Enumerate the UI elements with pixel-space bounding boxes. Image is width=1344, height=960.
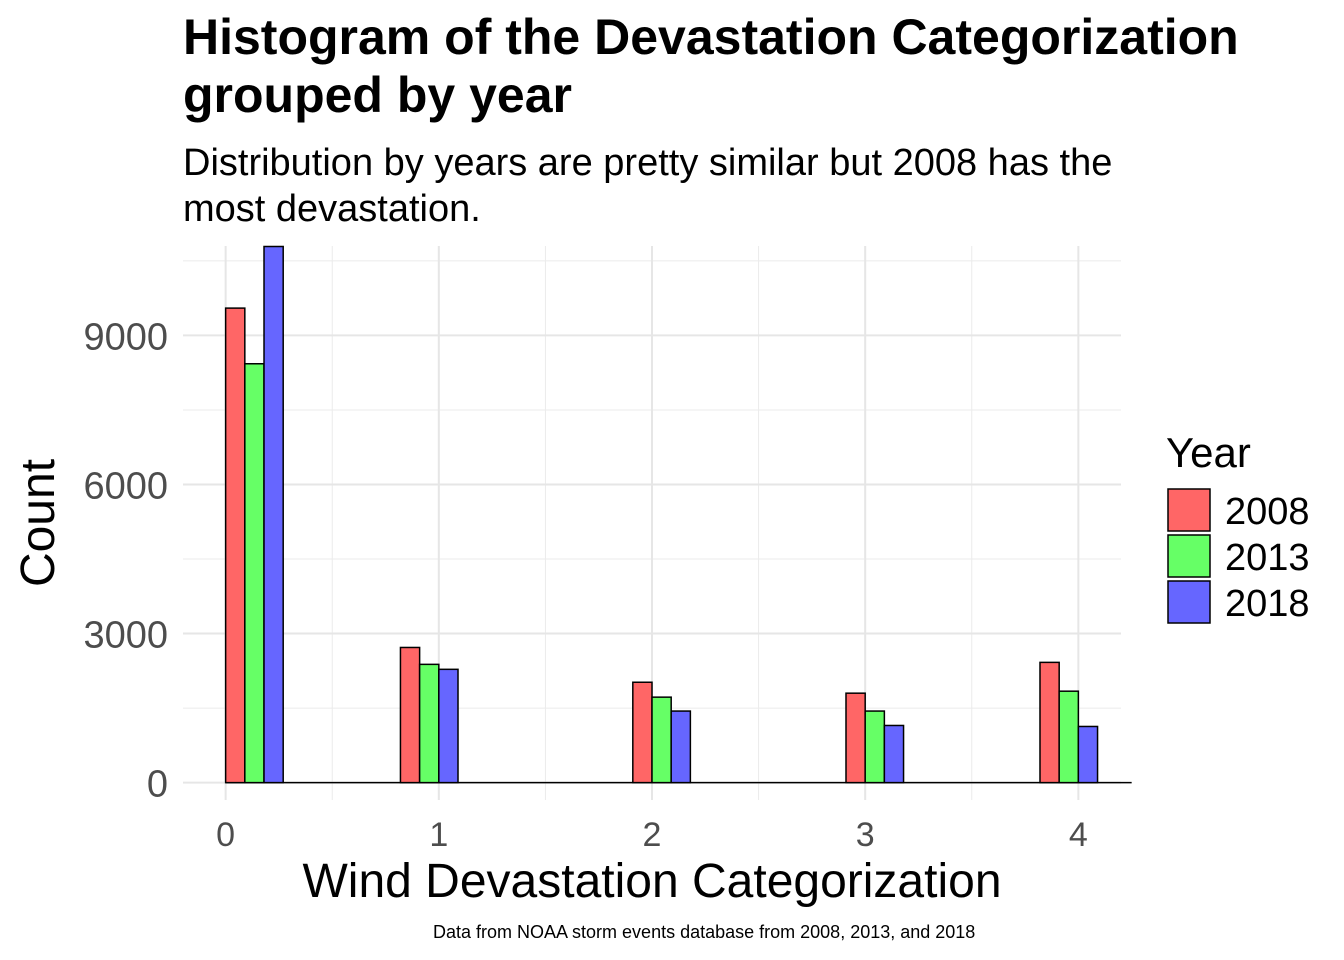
axis-layer: 0 3000 6000 9000 0 1 2 3 4 Wind Devastation Categ… bbox=[12, 316, 1088, 908]
y-tick-label: 9000 bbox=[83, 316, 168, 358]
legend-label-2013: 2013 bbox=[1225, 537, 1310, 579]
bar-2018-cat-2 bbox=[670, 710, 692, 784]
chart-subtitle-line-1: Distribution by years are pretty similar… bbox=[183, 142, 1113, 184]
chart-subtitle-line-2: most devastation. bbox=[183, 188, 481, 230]
chart-subtitle: Distribution by years are pretty similar… bbox=[183, 140, 1112, 232]
bar-2013-cat-4 bbox=[1058, 690, 1080, 784]
legend-swatch-2018 bbox=[1167, 580, 1211, 624]
y-tick-label: 0 bbox=[147, 764, 168, 806]
y-tick-label: 6000 bbox=[83, 465, 168, 507]
bar-2018-cat-1 bbox=[438, 668, 459, 784]
x-tick-label: 4 bbox=[1069, 816, 1088, 854]
x-axis-title: Wind Devastation Categorization bbox=[302, 855, 1001, 908]
bar-layer bbox=[224, 245, 1132, 784]
bar-2008-cat-4 bbox=[1039, 661, 1060, 784]
bar-2008-cat-2 bbox=[632, 681, 653, 784]
legend-swatch-2013 bbox=[1167, 534, 1211, 578]
x-tick-label: 3 bbox=[856, 816, 875, 854]
bar-2018-cat-3 bbox=[883, 724, 905, 784]
bar-2018-cat-4 bbox=[1077, 725, 1099, 784]
bar-2008-cat-0 bbox=[224, 307, 246, 784]
y-tick-label: 3000 bbox=[83, 615, 168, 657]
legend-title: Year bbox=[1166, 429, 1251, 476]
chart-caption: Data from NOAA storm events database fro… bbox=[433, 922, 976, 942]
x-tick-label: 0 bbox=[216, 816, 235, 854]
bar-2018-cat-0 bbox=[263, 245, 284, 784]
x-tick-label: 1 bbox=[429, 816, 448, 854]
chart-title-line-2: grouped by year bbox=[183, 67, 572, 123]
y-axis-title: Count bbox=[12, 459, 65, 587]
x-tick-label: 2 bbox=[643, 816, 662, 854]
bar-2013-cat-0 bbox=[244, 363, 265, 784]
bar-2013-cat-2 bbox=[651, 696, 672, 784]
bar-2008-cat-3 bbox=[845, 692, 866, 784]
legend-swatch-2008 bbox=[1167, 488, 1211, 532]
legend-label-2018: 2018 bbox=[1225, 583, 1310, 625]
bar-2008-cat-1 bbox=[399, 646, 421, 784]
bar-2013-cat-1 bbox=[418, 663, 440, 784]
bar-2013-cat-3 bbox=[864, 710, 886, 784]
chart-title: Histogram of the Devastation Categorizat… bbox=[183, 8, 1239, 124]
legend-label-2008: 2008 bbox=[1225, 491, 1310, 533]
chart-title-line-1: Histogram of the Devastation Categorizat… bbox=[183, 9, 1239, 65]
